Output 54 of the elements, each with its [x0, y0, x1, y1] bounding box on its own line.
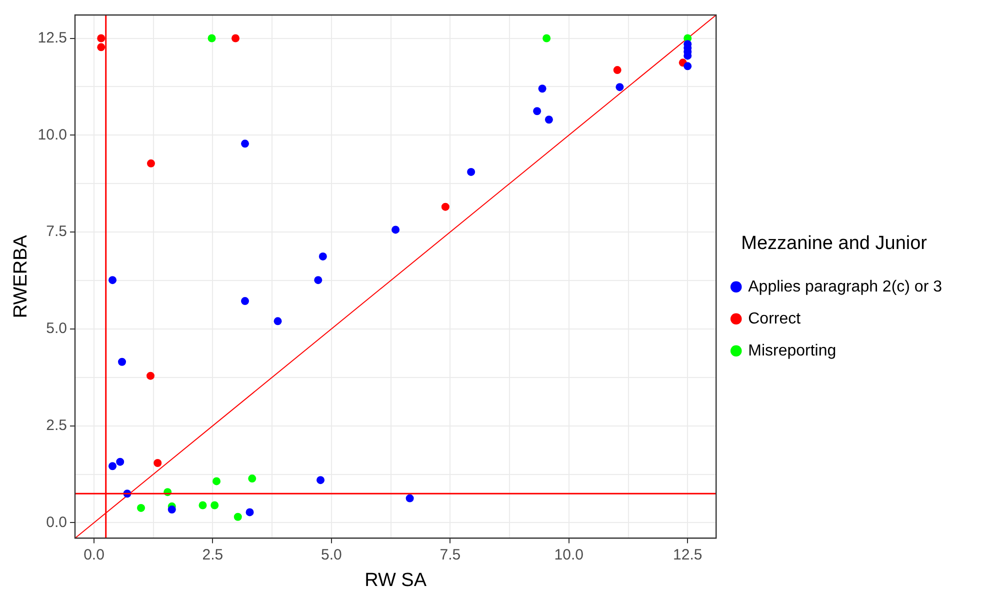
point: [684, 62, 692, 70]
x-tick-label: 12.5: [673, 546, 702, 564]
point: [146, 372, 155, 380]
x-axis-title: RW SA: [364, 570, 427, 591]
legend-label: Misreporting: [748, 342, 836, 360]
point: [118, 358, 126, 366]
point: [208, 34, 216, 42]
x-tick-label: 10.0: [554, 546, 584, 564]
legend-label: Correct: [748, 310, 802, 328]
point: [274, 317, 282, 326]
point: [538, 84, 546, 93]
point: [542, 34, 551, 42]
legend-label: Applies paragraph 2(c) or 3: [748, 278, 942, 296]
point: [108, 276, 117, 284]
point: [616, 83, 624, 92]
x-tick-label: 7.5: [440, 546, 461, 564]
point: [146, 159, 155, 168]
point: [234, 512, 242, 521]
point: [241, 140, 250, 148]
point: [392, 226, 400, 234]
point: [316, 476, 325, 484]
point: [318, 252, 327, 260]
x-tick-label: 5.0: [321, 546, 342, 564]
point: [533, 107, 542, 116]
point: [613, 66, 622, 74]
point: [154, 459, 162, 468]
point: [198, 501, 207, 510]
point: [246, 508, 254, 516]
y-tick-label: 2.5: [46, 416, 67, 434]
y-tick-label: 0.0: [46, 514, 67, 531]
point: [97, 34, 106, 42]
point: [108, 462, 117, 470]
point: [441, 202, 450, 211]
y-axis-title: RWERBA: [10, 234, 32, 318]
y-tick-label: 12.5: [38, 29, 67, 46]
point: [314, 276, 322, 284]
point: [406, 494, 414, 502]
point: [232, 34, 240, 42]
point: [137, 504, 146, 512]
point: [544, 116, 553, 124]
y-tick-label: 10.0: [38, 126, 67, 144]
point: [210, 501, 219, 510]
point: [241, 297, 250, 306]
x-tick-label: 0.0: [84, 546, 104, 564]
point: [212, 477, 221, 486]
legend-title: Mezzanine and Junior: [741, 232, 928, 254]
point: [248, 474, 256, 483]
y-tick-label: 5.0: [46, 320, 67, 338]
point: [116, 458, 124, 466]
y-tick-label: 7.5: [46, 223, 67, 240]
point: [168, 506, 176, 514]
point: [467, 168, 476, 176]
point: [97, 43, 106, 52]
x-tick-label: 2.5: [202, 546, 224, 564]
